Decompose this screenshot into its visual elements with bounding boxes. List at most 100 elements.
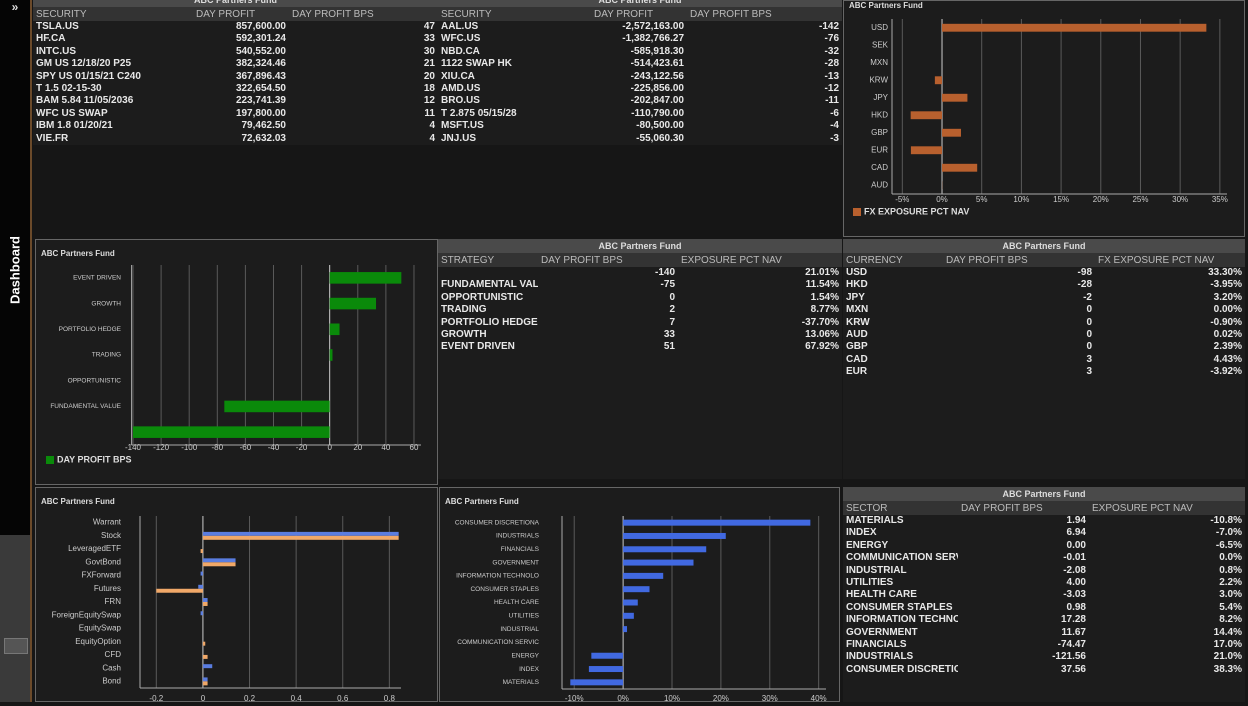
table-cell: -32 — [687, 46, 842, 58]
legend-swatch — [46, 456, 54, 464]
bar — [942, 94, 967, 102]
table-cell: 20 — [289, 71, 438, 83]
x-tick-label: 0 — [201, 694, 206, 701]
bar — [623, 600, 638, 606]
x-tick-label: 60 — [410, 443, 419, 452]
table-cell: GOVERNMENT — [843, 627, 958, 639]
table-cell: XIU.CA — [438, 71, 591, 83]
table-cell: -80,500.00 — [591, 120, 687, 132]
table-cell: -74.47 — [958, 639, 1089, 651]
y-tick-label: EquitySwap — [79, 624, 122, 633]
bar — [623, 533, 726, 539]
table-cell: 3.0% — [1089, 589, 1245, 601]
table-cell: 592,301.24 — [193, 33, 289, 45]
table-cell: 33 — [289, 33, 438, 45]
table-cell: ENERGY — [843, 540, 958, 552]
column-header: DAY PROFIT BPS — [538, 253, 678, 267]
y-tick-label: Stock — [101, 531, 122, 540]
bar — [203, 664, 212, 668]
expand-icon[interactable]: » — [0, 0, 30, 14]
table-cell: -0.90% — [1095, 317, 1245, 329]
y-tick-label: SEK — [872, 40, 889, 49]
chart: ABC Partners Fund-140-120-100-80-60-40-2… — [36, 240, 437, 484]
table-cell: -142 — [687, 21, 842, 33]
sidebar-button[interactable] — [4, 638, 28, 654]
table-cell: 21.0% — [1089, 651, 1245, 663]
table-cell: 12 — [289, 95, 438, 107]
table-cell: NBD.CA — [438, 46, 591, 58]
y-tick-label: Cash — [102, 663, 121, 672]
table-cell: T 2.875 05/15/28 — [438, 108, 591, 120]
table-cell: 367,896.43 — [193, 71, 289, 83]
y-tick-label: PORTFOLIO HEDGE — [59, 326, 122, 333]
table-cell: -37.70% — [678, 317, 842, 329]
y-tick-label: GROWTH — [91, 300, 121, 307]
dashboard-tab[interactable]: Dashboard — [8, 236, 23, 304]
table-cell: -3 — [687, 133, 842, 145]
table-cell: 38.3% — [1089, 664, 1245, 676]
table-cell: -6 — [687, 108, 842, 120]
table-cell: AUD — [843, 329, 943, 341]
table-cell: BAM 5.84 11/05/2036 — [33, 95, 193, 107]
table-cell: 14.4% — [1089, 627, 1245, 639]
table-cell: -6.5% — [1089, 540, 1245, 552]
table-cell: 51 — [538, 341, 678, 353]
table-cell: UTILITIES — [843, 577, 958, 589]
table-cell: CONSUMER DISCRETIO... — [843, 664, 958, 676]
table-cell: 79,462.50 — [193, 120, 289, 132]
y-tick-label: CAD — [871, 163, 888, 172]
table-cell: INDUSTRIAL — [843, 565, 958, 577]
x-tick-label: -0.2 — [149, 694, 163, 701]
table-cell: 3 — [943, 366, 1095, 378]
sidebar: » Dashboard — [0, 0, 32, 702]
table-cell: 0.00 — [958, 540, 1089, 552]
y-tick-label: HKD — [871, 110, 888, 119]
table-cell: 197,800.00 — [193, 108, 289, 120]
y-tick-label: AUD — [871, 180, 888, 189]
bar — [623, 560, 693, 566]
y-tick-label: CFD — [105, 650, 122, 659]
y-tick-label: HEALTH CARE — [494, 599, 540, 606]
table-cell: WFC.US — [438, 33, 591, 45]
table-cell: 322,654.50 — [193, 83, 289, 95]
chart-panel: ABC Partners Fund-140-120-100-80-60-40-2… — [35, 239, 438, 485]
table-cell: INTC.US — [33, 46, 193, 58]
table-cell: 4.43% — [1095, 354, 1245, 366]
bar — [330, 272, 402, 284]
bar — [623, 613, 634, 619]
table-cell: TRADING — [438, 304, 538, 316]
x-tick-label: 0.8 — [384, 694, 396, 701]
table-cell: -12 — [687, 83, 842, 95]
chart-panel: ABC Partners Fund-5%0%5%10%15%20%25%30%3… — [843, 0, 1245, 237]
table-cell: 11.54% — [678, 279, 842, 291]
y-tick-label: MATERIALS — [503, 679, 540, 686]
x-tick-label: 0 — [327, 443, 332, 452]
y-tick-label: KRW — [869, 75, 888, 84]
table-cell: 0.0% — [1089, 552, 1245, 564]
x-tick-label: 40% — [811, 694, 827, 701]
table-cell: -10.8% — [1089, 515, 1245, 527]
x-tick-label: 10% — [664, 694, 680, 701]
bar — [198, 585, 203, 589]
table-cell: CONSUMER STAPLES — [843, 602, 958, 614]
bar — [203, 681, 208, 685]
chart-title: ABC Partners Fund — [445, 497, 519, 506]
bar — [330, 298, 376, 310]
table-cell: 382,324.46 — [193, 58, 289, 70]
y-tick-label: LeveragedETF — [68, 544, 121, 553]
table-row: 1122 SWAP HK-514,423.61-28 — [438, 58, 842, 70]
table-cell: -243,122.56 — [591, 71, 687, 83]
